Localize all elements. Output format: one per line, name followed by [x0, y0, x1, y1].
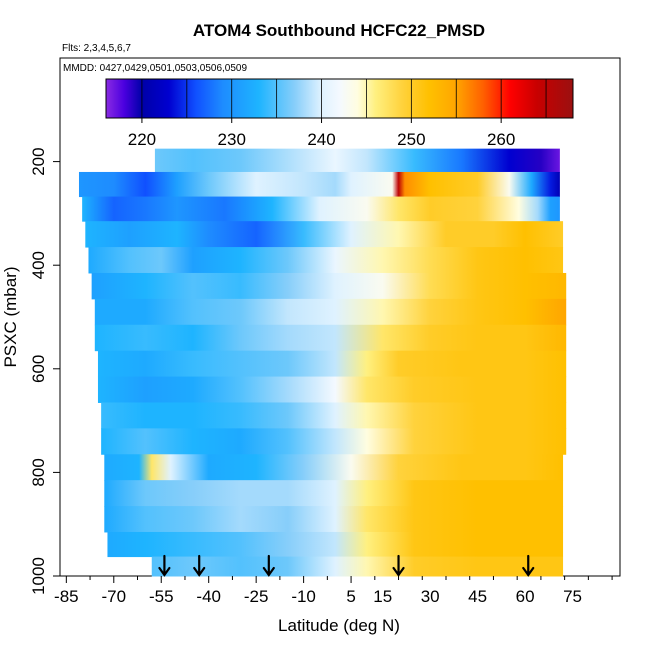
latitude-arrow	[158, 554, 171, 577]
colorbar-tick-label: 250	[397, 130, 425, 149]
latitude-arrow	[392, 554, 405, 577]
y-tick-label: 200	[29, 147, 48, 175]
colorbar: 220 230 240 250 260	[105, 78, 574, 149]
x-axis-label: Latitude (deg N)	[278, 616, 400, 635]
x-tick-label: 60	[516, 587, 535, 606]
heatmap-layer	[97, 350, 567, 378]
colorbar-tick-label: 230	[218, 130, 246, 149]
heatmap-layer	[101, 402, 567, 429]
heatmap-layer	[91, 272, 567, 300]
colorbar-tick-label: 260	[487, 130, 515, 149]
heatmap-layer	[104, 506, 564, 533]
x-tick-label: 5	[346, 587, 355, 606]
x-tick-label: -40	[196, 587, 221, 606]
heatmap-layer	[82, 196, 560, 222]
x-tick-label: 75	[563, 587, 582, 606]
heatmap-layer	[85, 221, 564, 248]
flights-subtitle: Flts: 2,3,4,5,6,7	[62, 43, 131, 54]
heatmap-layer	[154, 148, 560, 173]
y-tick-label: 400	[29, 251, 48, 279]
latitude-arrow	[262, 554, 275, 577]
heatmap-layer	[94, 298, 567, 326]
heatmap-layer	[107, 531, 564, 558]
heatmap-layer	[104, 454, 564, 481]
latitude-arrow	[193, 554, 206, 577]
colorbar-tick-label: 220	[128, 130, 156, 149]
chart-title: ATOM4 Southbound HCFC22_PMSD	[193, 21, 485, 40]
y-axis: 200 400 600 800 1000	[29, 147, 60, 595]
x-tick-label: -70	[101, 587, 126, 606]
y-tick-label: 600	[29, 355, 48, 383]
x-tick-label: 45	[468, 587, 487, 606]
heatmap-layer	[97, 376, 567, 403]
x-tick-label: -85	[54, 587, 79, 606]
x-tick-label: 30	[421, 587, 440, 606]
x-tick-label: -55	[149, 587, 174, 606]
colorbar-tick-label: 240	[307, 130, 335, 149]
heatmap-layer	[151, 556, 564, 577]
dates-subtitle: MMDD: 0427,0429,0501,0503,0506,0509	[63, 63, 247, 74]
x-tick-label: -25	[244, 587, 269, 606]
latitude-arrow	[522, 554, 535, 577]
y-tick-label: 1000	[29, 557, 48, 595]
y-tick-label: 800	[29, 458, 48, 486]
arrow-markers	[158, 554, 535, 577]
heatmap-layers	[78, 148, 567, 577]
heatmap-layer	[78, 171, 560, 198]
heatmap-layer	[104, 480, 564, 507]
x-tick-label: 15	[373, 587, 392, 606]
x-tick-label: -10	[291, 587, 316, 606]
x-axis: -85 -70 -55 -40 -25 -10 5 15 30 45 60 75	[54, 576, 613, 606]
heatmap-layer	[101, 428, 567, 455]
colorbar-rect	[105, 78, 574, 119]
heatmap-layer	[88, 247, 564, 274]
y-axis-label: PSXC (mbar)	[1, 266, 20, 367]
heatmap-layer	[94, 324, 567, 352]
